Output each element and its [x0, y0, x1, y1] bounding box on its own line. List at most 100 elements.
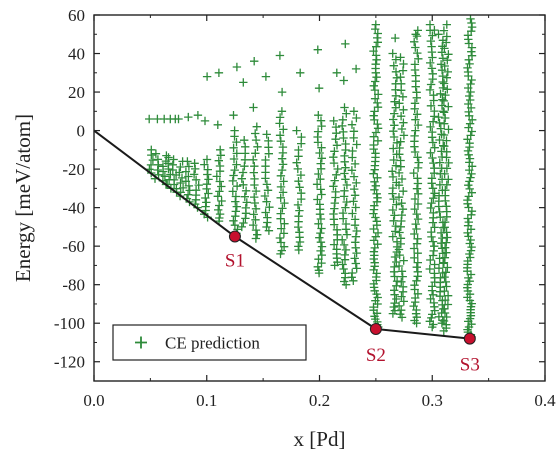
data-point-plus — [251, 135, 261, 145]
data-point-plus — [465, 59, 474, 69]
data-point-plus — [397, 267, 407, 276]
data-point-plus — [351, 203, 360, 212]
data-point-plus — [399, 118, 408, 127]
data-point-plus — [341, 39, 350, 49]
data-point-plus — [296, 68, 305, 77]
data-point-plus — [276, 193, 285, 202]
data-point-plus — [390, 109, 399, 118]
data-point-plus — [316, 116, 326, 125]
data-point-plus — [399, 256, 408, 265]
data-point-plus — [442, 73, 451, 82]
data-point-plus — [338, 260, 347, 269]
data-point-plus — [396, 112, 406, 121]
structure-marker-s1 — [228, 230, 241, 243]
data-point-plus — [397, 306, 406, 315]
data-point-plus — [154, 170, 163, 179]
data-point-plus — [332, 245, 341, 254]
data-point-plus — [396, 137, 405, 146]
data-point-plus — [435, 158, 444, 167]
data-point-plus — [217, 182, 226, 191]
data-point-plus — [340, 151, 349, 161]
data-point-plus — [464, 203, 473, 212]
data-point-plus — [294, 212, 303, 221]
data-point-plus — [183, 190, 193, 199]
data-point-plus — [232, 137, 241, 147]
data-point-plus — [369, 169, 378, 178]
data-point-plus — [147, 145, 156, 154]
data-point-plus — [391, 67, 401, 76]
data-point-plus — [264, 136, 273, 146]
data-point-plus — [317, 143, 326, 152]
structure-label-s1: S1 — [225, 251, 245, 272]
data-point-plus — [413, 289, 423, 298]
data-point-plus — [151, 149, 161, 158]
data-point-plus — [439, 107, 448, 116]
data-point-plus — [371, 20, 380, 29]
data-point-plus — [427, 42, 436, 51]
data-point-plus — [390, 262, 399, 272]
data-point-plus — [369, 81, 378, 90]
data-point-plus — [428, 138, 438, 147]
data-point-plus — [396, 156, 405, 165]
data-point-plus — [214, 205, 223, 215]
data-point-plus — [465, 239, 474, 248]
data-point-plus — [342, 109, 351, 118]
data-point-plus — [332, 170, 341, 179]
data-point-plus — [465, 139, 474, 148]
data-point-plus — [339, 264, 348, 274]
data-point-plus — [153, 155, 163, 164]
data-point-plus — [440, 272, 449, 282]
data-point-plus — [414, 158, 423, 167]
data-point-plus — [413, 48, 422, 58]
data-point-plus — [391, 103, 400, 112]
data-point-plus — [440, 217, 450, 227]
data-point-plus — [252, 122, 261, 131]
data-point-plus — [442, 32, 451, 41]
data-point-plus — [349, 197, 358, 206]
data-point-plus — [427, 198, 436, 208]
data-point-plus — [329, 153, 338, 162]
data-point-plus — [251, 234, 261, 243]
data-point-plus — [464, 232, 473, 241]
data-point-plus — [388, 172, 398, 182]
data-point-plus — [466, 173, 475, 182]
data-point-plus — [413, 153, 422, 162]
data-point-plus — [389, 61, 398, 70]
data-point-plus — [412, 276, 421, 285]
data-point-plus — [467, 188, 476, 197]
data-point-plus — [430, 143, 439, 152]
data-point-plus — [410, 147, 420, 157]
data-point-plus — [413, 174, 422, 183]
ce-prediction-points — [145, 14, 477, 343]
data-point-plus — [329, 158, 339, 168]
data-point-plus — [394, 245, 404, 254]
data-point-plus — [426, 36, 435, 46]
data-point-plus — [410, 99, 420, 108]
data-point-plus — [238, 168, 248, 177]
data-point-plus — [251, 215, 260, 224]
data-point-plus — [184, 162, 194, 171]
data-point-plus — [428, 282, 437, 291]
y-tick-label: 20 — [68, 83, 85, 102]
data-point-plus — [280, 219, 289, 228]
data-point-plus — [200, 116, 210, 126]
data-point-plus — [463, 146, 473, 156]
data-point-plus — [428, 184, 438, 193]
data-point-plus — [372, 217, 381, 226]
data-point-plus — [350, 191, 360, 200]
data-point-plus — [262, 222, 271, 232]
data-point-plus — [440, 243, 450, 252]
data-point-plus — [276, 171, 286, 180]
data-point-plus — [442, 228, 451, 237]
data-point-plus — [230, 221, 240, 230]
data-point-plus — [426, 101, 436, 110]
data-point-plus — [430, 269, 439, 278]
data-point-plus — [240, 136, 249, 145]
data-point-plus — [371, 51, 381, 60]
data-point-plus — [440, 253, 450, 262]
data-point-plus — [330, 176, 339, 185]
data-point-plus — [279, 177, 288, 186]
data-point-plus — [391, 55, 401, 64]
data-point-plus — [413, 26, 422, 35]
data-point-plus — [347, 166, 357, 175]
